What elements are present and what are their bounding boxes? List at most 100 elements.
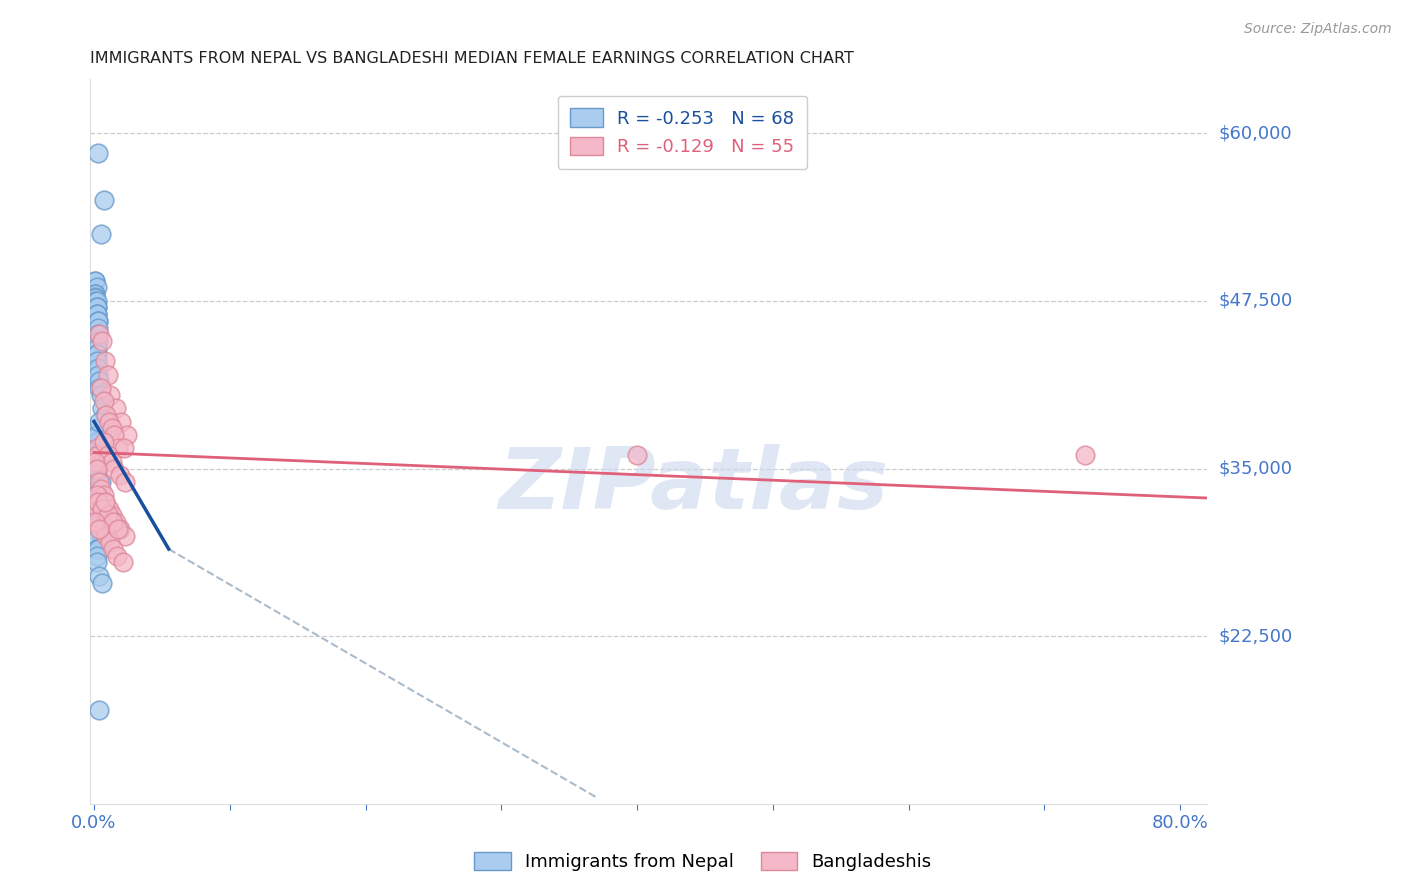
Point — [86, 307, 108, 321]
Point — [91, 401, 114, 416]
Point — [114, 475, 136, 489]
Point — [89, 475, 111, 489]
Point — [86, 347, 108, 361]
Point — [90, 387, 112, 401]
Point — [84, 475, 107, 489]
Point — [87, 146, 110, 161]
Point — [90, 475, 112, 489]
Point — [87, 501, 110, 516]
Point — [97, 508, 120, 523]
Point — [86, 482, 108, 496]
Point — [90, 482, 112, 496]
Point — [84, 287, 107, 301]
Point — [108, 468, 131, 483]
Point — [108, 522, 131, 536]
Point — [90, 381, 112, 395]
Point — [94, 408, 117, 422]
Point — [86, 434, 108, 449]
Text: Source: ZipAtlas.com: Source: ZipAtlas.com — [1244, 22, 1392, 37]
Point — [100, 508, 122, 523]
Point — [87, 334, 110, 348]
Point — [100, 455, 122, 469]
Point — [84, 488, 107, 502]
Point — [90, 227, 112, 241]
Point — [87, 495, 110, 509]
Point — [93, 193, 115, 207]
Point — [86, 442, 108, 456]
Point — [98, 387, 121, 401]
Point — [89, 374, 111, 388]
Point — [97, 421, 120, 435]
Point — [89, 703, 111, 717]
Point — [100, 421, 122, 435]
Point — [97, 415, 120, 429]
Point — [87, 448, 110, 462]
Text: ZIPatlas: ZIPatlas — [498, 443, 889, 526]
Point — [107, 442, 129, 456]
Point — [89, 522, 111, 536]
Point — [103, 428, 125, 442]
Point — [86, 428, 108, 442]
Point — [86, 549, 108, 563]
Point — [89, 327, 111, 342]
Point — [91, 575, 114, 590]
Point — [86, 280, 108, 294]
Point — [87, 541, 110, 556]
Point — [86, 421, 108, 435]
Point — [114, 528, 136, 542]
Point — [1074, 448, 1097, 462]
Point — [103, 461, 125, 475]
Point — [105, 549, 128, 563]
Point — [89, 522, 111, 536]
Text: IMMIGRANTS FROM NEPAL VS BANGLADESHI MEDIAN FEMALE EARNINGS CORRELATION CHART: IMMIGRANTS FROM NEPAL VS BANGLADESHI MED… — [90, 51, 853, 66]
Text: $22,500: $22,500 — [1219, 627, 1292, 645]
Point — [93, 434, 115, 449]
Text: $47,500: $47,500 — [1219, 292, 1292, 310]
Point — [87, 442, 110, 456]
Point — [86, 354, 108, 368]
Point — [104, 401, 127, 416]
Point — [86, 341, 108, 355]
Point — [112, 442, 135, 456]
Point — [86, 301, 108, 315]
Point — [87, 448, 110, 462]
Point — [86, 293, 108, 308]
Point — [84, 468, 107, 483]
Point — [89, 569, 111, 583]
Point — [86, 455, 108, 469]
Point — [115, 428, 138, 442]
Point — [86, 448, 108, 462]
Point — [107, 522, 129, 536]
Legend: R = -0.253   N = 68, R = -0.129   N = 55: R = -0.253 N = 68, R = -0.129 N = 55 — [558, 95, 807, 169]
Point — [86, 541, 108, 556]
Legend: Immigrants from Nepal, Bangladeshis: Immigrants from Nepal, Bangladeshis — [467, 845, 939, 879]
Point — [84, 448, 107, 462]
Point — [96, 408, 118, 422]
Point — [89, 381, 111, 395]
Point — [87, 320, 110, 334]
Point — [97, 501, 120, 516]
Point — [87, 368, 110, 382]
Point — [101, 541, 124, 556]
Point — [87, 327, 110, 342]
Point — [84, 455, 107, 469]
Point — [111, 556, 134, 570]
Point — [94, 354, 117, 368]
Point — [86, 501, 108, 516]
Point — [91, 535, 114, 549]
Point — [86, 501, 108, 516]
Point — [97, 368, 120, 382]
Point — [86, 434, 108, 449]
Point — [84, 291, 107, 305]
Point — [84, 287, 107, 301]
Point — [84, 495, 107, 509]
Text: $60,000: $60,000 — [1219, 124, 1292, 142]
Point — [89, 515, 111, 529]
Point — [101, 515, 124, 529]
Point — [86, 488, 108, 502]
Point — [91, 455, 114, 469]
Point — [84, 515, 107, 529]
Point — [87, 488, 110, 502]
Point — [626, 448, 648, 462]
Point — [84, 274, 107, 288]
